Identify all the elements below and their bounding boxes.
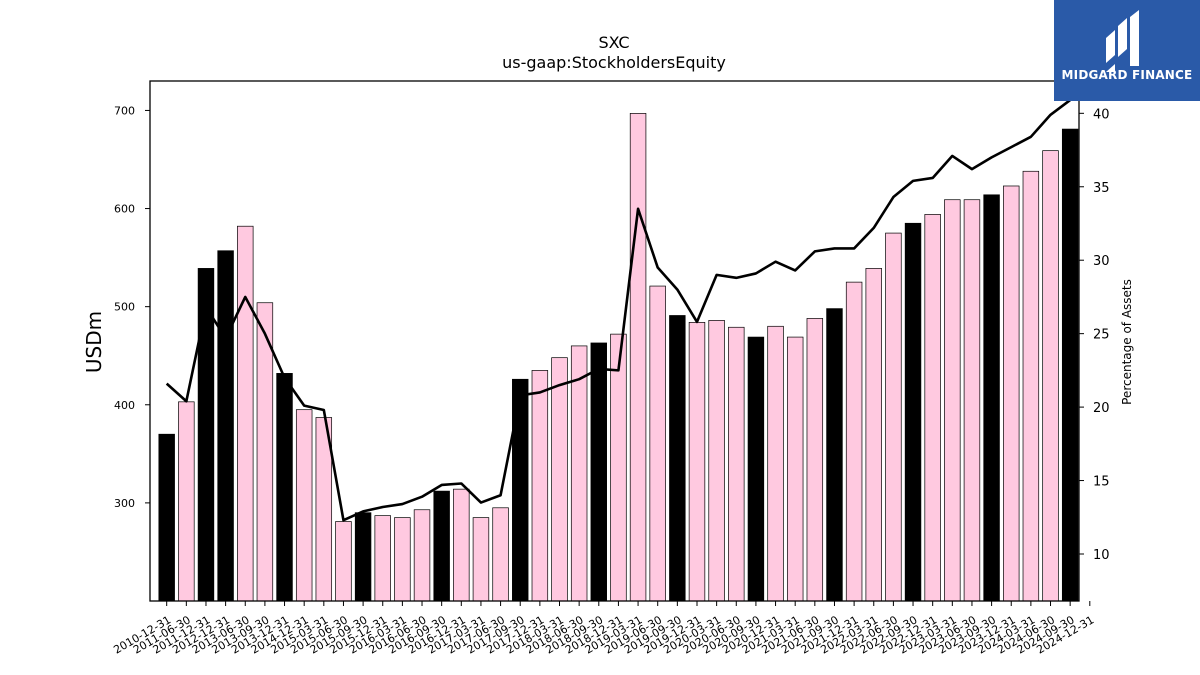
bar-3 <box>217 250 234 602</box>
bar-12 <box>394 517 411 602</box>
bar-35 <box>845 281 863 602</box>
bar-44 <box>1022 170 1040 602</box>
bar-16 <box>472 517 490 602</box>
bar-43 <box>1003 185 1020 602</box>
y2-axis-ticks: 10 15 20 25 30 35 40 <box>1079 107 1110 563</box>
y2-axis-label: Percentage of Assets <box>1120 279 1134 405</box>
y-tick-label: 600 <box>114 203 135 216</box>
percentage-line <box>165 99 1071 522</box>
bar-27 <box>688 322 706 602</box>
chart-subtitle: us-gaap:StockholdersEquity <box>502 53 726 72</box>
bar-11 <box>374 515 391 602</box>
bar-46 <box>1061 128 1079 602</box>
bar-30 <box>747 336 765 602</box>
y2-tick-label: 30 <box>1093 254 1110 269</box>
bar-29 <box>728 326 745 602</box>
bar-14 <box>433 490 450 602</box>
bar-4 <box>237 225 254 602</box>
x-axis-ticks: 2010-12-312011-06-302011-12-312012-12-31… <box>111 601 1096 657</box>
y-axis-ticks: 300 400 500 600 700 <box>114 104 150 510</box>
brand-logo-text: MIDGARD FINANCE <box>1061 68 1193 82</box>
y2-tick-label: 10 <box>1093 548 1110 563</box>
chart-title: SXC <box>598 33 629 52</box>
bar-10 <box>354 512 372 602</box>
y-tick-label: 300 <box>114 497 135 510</box>
bar-32 <box>786 336 804 602</box>
bar-17 <box>492 507 509 602</box>
bar-20 <box>551 357 568 602</box>
y-tick-label: 700 <box>114 104 135 117</box>
y2-tick-label: 20 <box>1093 401 1110 416</box>
bar-21 <box>570 345 588 602</box>
bar-series <box>158 113 1079 602</box>
bar-22 <box>590 342 607 602</box>
bar-41 <box>963 199 981 602</box>
bar-23 <box>610 333 627 602</box>
line-series <box>165 99 1071 522</box>
y2-tick-label: 35 <box>1093 181 1110 196</box>
bar-26 <box>669 315 686 602</box>
bar-39 <box>924 214 941 602</box>
bar-19 <box>531 370 549 602</box>
y2-tick-label: 40 <box>1093 107 1110 122</box>
bar-7 <box>295 409 313 602</box>
bar-33 <box>806 318 824 602</box>
bar-40 <box>944 199 961 602</box>
bar-42 <box>983 194 1000 602</box>
y-tick-label: 400 <box>114 399 135 412</box>
bar-31 <box>767 325 784 602</box>
bar-25 <box>649 285 666 602</box>
bar-37 <box>885 232 902 602</box>
bar-34 <box>826 308 843 602</box>
bar-36 <box>865 268 882 602</box>
y2-tick-label: 25 <box>1093 328 1110 343</box>
y2-tick-label: 15 <box>1093 475 1110 490</box>
bar-18 <box>512 378 529 602</box>
bar-45 <box>1042 150 1059 602</box>
bar-38 <box>904 222 922 602</box>
midgard-logo-icon <box>1106 10 1139 72</box>
y-axis-label: USDm <box>82 311 106 373</box>
bar-9 <box>335 521 352 602</box>
bar-2 <box>197 268 215 602</box>
bar-28 <box>708 320 725 602</box>
bar-24 <box>629 113 647 602</box>
plot-frame <box>149 80 1080 602</box>
bar-15 <box>453 488 470 602</box>
bar-6 <box>276 373 293 602</box>
y-tick-label: 500 <box>114 301 135 314</box>
brand-logo: MIDGARD FINANCE <box>1054 0 1200 101</box>
bar-0 <box>158 433 175 602</box>
bar-1 <box>178 401 195 602</box>
bar-13 <box>413 509 431 602</box>
